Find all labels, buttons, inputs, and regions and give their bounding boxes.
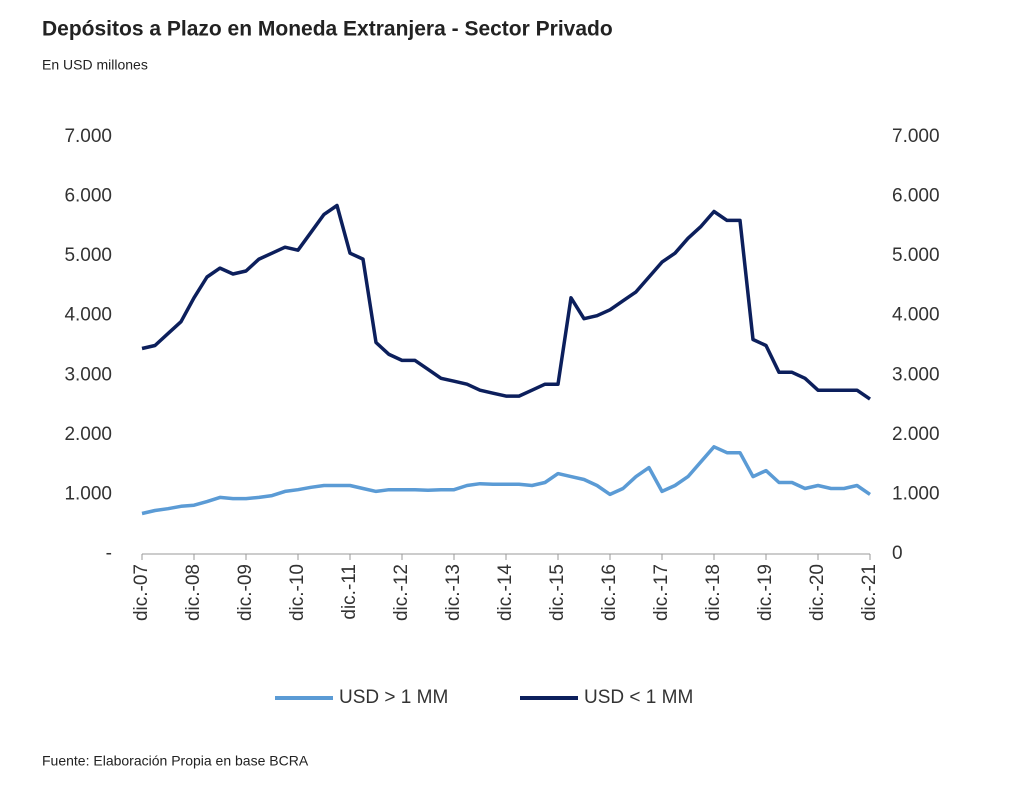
- y-tick-label: 2.000: [64, 424, 112, 445]
- series-line: [141, 203, 871, 401]
- y-tick-label: 1.000: [64, 483, 112, 504]
- y2-tick-label: 3.000: [892, 364, 940, 385]
- chart-subtitle: En USD millones: [42, 57, 148, 73]
- x-tick-label: dic.-17: [651, 564, 672, 621]
- y-tick-label: 5.000: [64, 245, 112, 266]
- y-tick-label: 6.000: [64, 186, 112, 207]
- x-tick-label: dic.-09: [235, 564, 256, 621]
- x-tick-label: dic.-08: [183, 564, 204, 621]
- chart-title: Depósitos a Plazo en Moneda Extranjera -…: [42, 18, 613, 41]
- source-note: Fuente: Elaboración Propia en base BCRA: [42, 753, 309, 769]
- x-tick-label: dic.-07: [131, 564, 152, 621]
- y2-tick-label: 5.000: [892, 245, 940, 266]
- x-tick-label: dic.-12: [391, 564, 412, 621]
- x-tick-label: dic.-13: [443, 564, 464, 621]
- series-line: [141, 445, 871, 516]
- legend-label: USD > 1 MM: [339, 687, 448, 708]
- y2-tick-label: 1.000: [892, 483, 940, 504]
- x-tick-label: dic.-19: [755, 564, 776, 621]
- y-tick-label: 7.000: [64, 126, 112, 147]
- x-tick-label: dic.-16: [599, 564, 620, 621]
- x-tick-label: dic.-14: [495, 564, 516, 621]
- x-tick-label: dic.-11: [339, 564, 360, 620]
- y2-tick-label: 6.000: [892, 186, 940, 207]
- x-tick-label: dic.-15: [547, 564, 568, 621]
- x-tick-label: dic.-10: [287, 564, 308, 621]
- y-tick-label: 3.000: [64, 364, 112, 385]
- legend-label: USD < 1 MM: [584, 687, 693, 708]
- y2-tick-label: 0: [892, 543, 903, 564]
- x-tick-label: dic.-21: [859, 564, 880, 621]
- y-tick-label: 4.000: [64, 305, 112, 326]
- y-tick-label: -: [106, 543, 112, 564]
- x-tick-label: dic.-20: [807, 564, 828, 621]
- y2-tick-label: 7.000: [892, 126, 940, 147]
- x-tick-label: dic.-18: [703, 564, 724, 621]
- y2-tick-label: 4.000: [892, 305, 940, 326]
- y2-tick-label: 2.000: [892, 424, 940, 445]
